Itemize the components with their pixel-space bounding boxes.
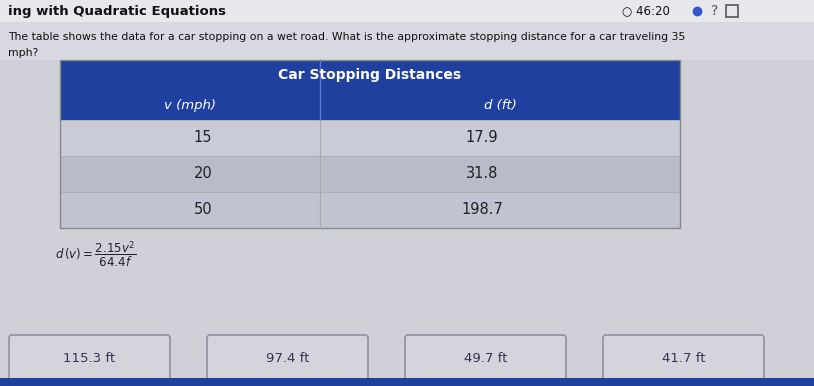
- FancyBboxPatch shape: [320, 192, 680, 228]
- Text: ing with Quadratic Equations: ing with Quadratic Equations: [8, 5, 226, 17]
- Text: 20: 20: [194, 166, 212, 181]
- Text: 41.7 ft: 41.7 ft: [662, 352, 705, 364]
- FancyBboxPatch shape: [320, 120, 680, 156]
- Text: Car Stopping Distances: Car Stopping Distances: [278, 68, 462, 82]
- FancyBboxPatch shape: [0, 378, 814, 386]
- FancyBboxPatch shape: [603, 335, 764, 381]
- Text: ?: ?: [711, 4, 719, 18]
- FancyBboxPatch shape: [60, 90, 320, 120]
- Text: ○ 46:20: ○ 46:20: [622, 5, 670, 17]
- Text: $d\,(v) = \dfrac{2.15v^2}{64.4f}$: $d\,(v) = \dfrac{2.15v^2}{64.4f}$: [55, 240, 136, 270]
- FancyBboxPatch shape: [320, 156, 680, 192]
- FancyBboxPatch shape: [9, 335, 170, 381]
- FancyBboxPatch shape: [0, 0, 814, 22]
- FancyBboxPatch shape: [60, 60, 680, 90]
- FancyBboxPatch shape: [60, 120, 320, 156]
- FancyBboxPatch shape: [60, 156, 320, 192]
- Text: 49.7 ft: 49.7 ft: [464, 352, 507, 364]
- Text: 97.4 ft: 97.4 ft: [266, 352, 309, 364]
- Text: 115.3 ft: 115.3 ft: [63, 352, 116, 364]
- Text: 17.9: 17.9: [466, 130, 498, 146]
- Text: 198.7: 198.7: [461, 203, 503, 217]
- FancyBboxPatch shape: [0, 22, 814, 60]
- Text: The table shows the data for a car stopping on a wet road. What is the approxima: The table shows the data for a car stopp…: [8, 32, 685, 42]
- Text: 15: 15: [194, 130, 212, 146]
- Text: 50: 50: [194, 203, 212, 217]
- Text: v (mph): v (mph): [164, 98, 216, 112]
- FancyBboxPatch shape: [405, 335, 566, 381]
- FancyBboxPatch shape: [320, 90, 680, 120]
- FancyBboxPatch shape: [60, 192, 320, 228]
- Text: 31.8: 31.8: [466, 166, 498, 181]
- Text: d (ft): d (ft): [484, 98, 516, 112]
- Text: mph?: mph?: [8, 48, 38, 58]
- FancyBboxPatch shape: [207, 335, 368, 381]
